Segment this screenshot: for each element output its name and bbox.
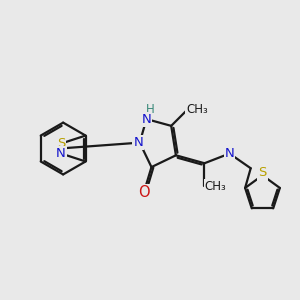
Text: N: N [142,112,151,126]
Text: O: O [138,185,150,200]
Text: H: H [146,103,154,116]
Text: S: S [258,167,267,179]
Text: N: N [56,147,66,160]
Text: N: N [225,147,234,160]
Text: S: S [57,137,65,150]
Text: CH₃: CH₃ [205,180,226,193]
Text: N: N [133,136,143,149]
Text: CH₃: CH₃ [186,103,208,116]
